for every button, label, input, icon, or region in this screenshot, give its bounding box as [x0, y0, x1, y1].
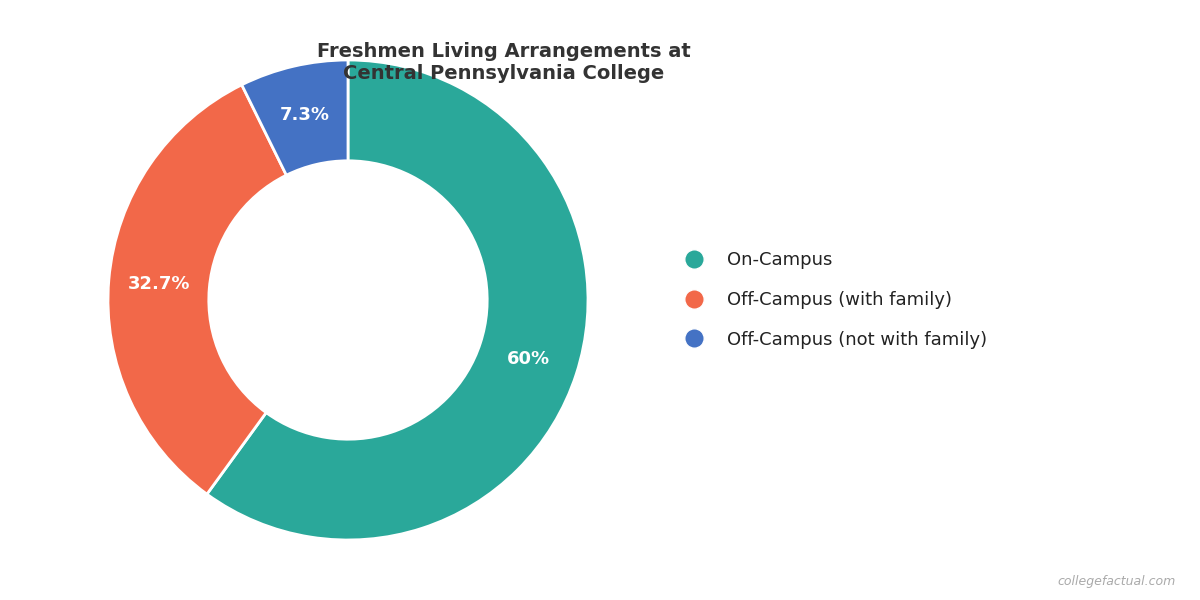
- Wedge shape: [108, 85, 287, 494]
- Wedge shape: [206, 60, 588, 540]
- Text: 32.7%: 32.7%: [128, 275, 191, 293]
- Wedge shape: [241, 60, 348, 175]
- Text: Freshmen Living Arrangements at
Central Pennsylvania College: Freshmen Living Arrangements at Central …: [317, 42, 691, 83]
- Text: collegefactual.com: collegefactual.com: [1057, 575, 1176, 588]
- Text: 60%: 60%: [506, 350, 550, 368]
- Text: 7.3%: 7.3%: [280, 106, 330, 124]
- Legend: On-Campus, Off-Campus (with family), Off-Campus (not with family): On-Campus, Off-Campus (with family), Off…: [670, 244, 994, 356]
